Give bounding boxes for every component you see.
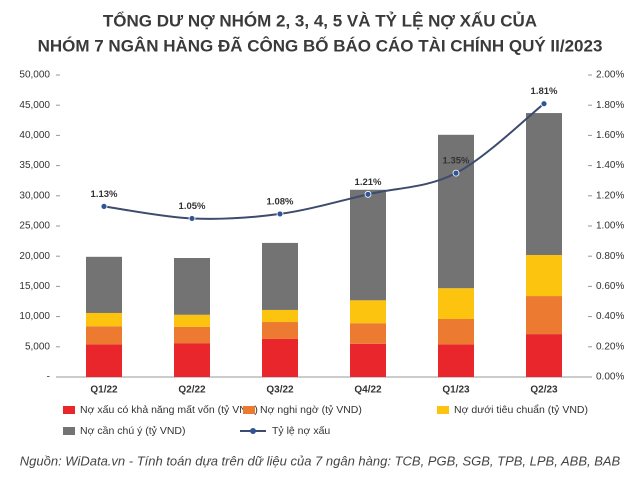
bar-segment bbox=[438, 319, 474, 345]
legend-label: Nợ xấu có khả năng mất vốn (tỷ VND) bbox=[80, 404, 258, 416]
data-label: 1.13% bbox=[91, 189, 118, 200]
chart-title: NHÓM 7 NGÂN HÀNG ĐÃ CÔNG BỐ BÁO CÁO TÀI … bbox=[38, 35, 603, 55]
bar-segment bbox=[350, 323, 386, 344]
line-marker bbox=[188, 215, 196, 222]
bar-segment bbox=[350, 343, 386, 377]
bar-segment bbox=[526, 334, 562, 377]
line-marker bbox=[452, 169, 460, 177]
x-tick-label: Q4/22 bbox=[354, 385, 382, 396]
legend-label: Tỷ lệ nợ xấu bbox=[272, 425, 330, 437]
bar-segment bbox=[350, 300, 386, 324]
legend-label: Nợ dưới tiêu chuẩn (tỷ VND) bbox=[454, 404, 588, 416]
y-tick-label: 30,000 bbox=[19, 190, 50, 201]
bar-segment bbox=[526, 254, 562, 297]
legend-label: Nợ cần chú ý (tỷ VND) bbox=[80, 425, 186, 437]
data-label: 1.08% bbox=[267, 196, 294, 207]
bar-segment bbox=[86, 256, 122, 313]
bar-segment bbox=[526, 296, 562, 335]
bar-segment bbox=[86, 344, 122, 377]
legend-swatch bbox=[63, 406, 75, 414]
bar-segment bbox=[438, 344, 474, 377]
x-tick-label: Q1/22 bbox=[90, 385, 118, 396]
y-tick-label: 35,000 bbox=[19, 160, 50, 171]
y2-tick-label: 2.00% bbox=[596, 70, 624, 81]
legend-swatch bbox=[250, 428, 256, 434]
line-marker bbox=[540, 100, 548, 108]
bar-segment bbox=[262, 322, 298, 339]
y2-tick-label: 0.20% bbox=[596, 341, 624, 352]
source-note: Nguồn: WiData.vn - Tính toán dựa trên dữ… bbox=[20, 453, 621, 468]
y-tick-label: 15,000 bbox=[19, 281, 50, 292]
x-tick-label: Q1/23 bbox=[442, 385, 470, 396]
data-label: 1.05% bbox=[179, 201, 206, 212]
bar-segment bbox=[86, 326, 122, 345]
bar-segment bbox=[526, 113, 562, 255]
data-label: 1.81% bbox=[531, 86, 558, 97]
bar-segment bbox=[262, 309, 298, 323]
y-tick-label: 20,000 bbox=[19, 251, 50, 262]
chart-title: TỔNG DƯ NỢ NHÓM 2, 3, 4, 5 VÀ TỶ LỆ NỢ X… bbox=[103, 11, 537, 30]
y2-tick-label: 0.60% bbox=[596, 281, 624, 292]
y-tick-label: 5,000 bbox=[25, 341, 50, 352]
y-tick-label: - bbox=[47, 372, 50, 383]
line-marker bbox=[100, 202, 108, 210]
x-tick-label: Q2/22 bbox=[178, 385, 206, 396]
data-label: 1.21% bbox=[355, 177, 382, 188]
x-tick-label: Q2/23 bbox=[530, 385, 558, 396]
x-tick-label: Q3/22 bbox=[266, 385, 294, 396]
bar-segment bbox=[350, 189, 386, 301]
y2-tick-label: 1.20% bbox=[596, 190, 624, 201]
line bbox=[103, 102, 545, 220]
y2-tick-label: 1.80% bbox=[596, 100, 624, 111]
legend-label: Nợ nghi ngờ (tỷ VND) bbox=[260, 404, 362, 416]
y-tick-label: 25,000 bbox=[19, 221, 50, 232]
bar-segment bbox=[174, 258, 210, 315]
bar-segment bbox=[174, 326, 210, 344]
y2-tick-label: 0.40% bbox=[596, 311, 624, 322]
bar-segment bbox=[438, 288, 474, 320]
y-tick-label: 40,000 bbox=[19, 130, 50, 141]
bar-segment bbox=[262, 242, 298, 310]
bar-segment bbox=[262, 338, 298, 377]
data-label: 1.35% bbox=[443, 156, 470, 167]
bar-segment bbox=[438, 134, 474, 289]
bar-segment bbox=[86, 312, 122, 327]
y2-tick-label: 1.40% bbox=[596, 160, 624, 171]
legend-swatch bbox=[437, 406, 449, 414]
y2-tick-label: 0.00% bbox=[596, 372, 624, 383]
y-tick-label: 10,000 bbox=[19, 311, 50, 322]
legend-swatch bbox=[63, 427, 75, 435]
bar-segment bbox=[174, 314, 210, 327]
y2-tick-label: 1.60% bbox=[596, 130, 624, 141]
y2-tick-label: 1.00% bbox=[596, 221, 624, 232]
bar-segment bbox=[174, 343, 210, 377]
y2-tick-label: 0.80% bbox=[596, 251, 624, 262]
y-tick-label: 45,000 bbox=[19, 100, 50, 111]
y-tick-label: 50,000 bbox=[19, 70, 50, 81]
line-marker bbox=[364, 190, 372, 198]
line-marker bbox=[276, 210, 284, 218]
legend-swatch bbox=[243, 406, 255, 414]
